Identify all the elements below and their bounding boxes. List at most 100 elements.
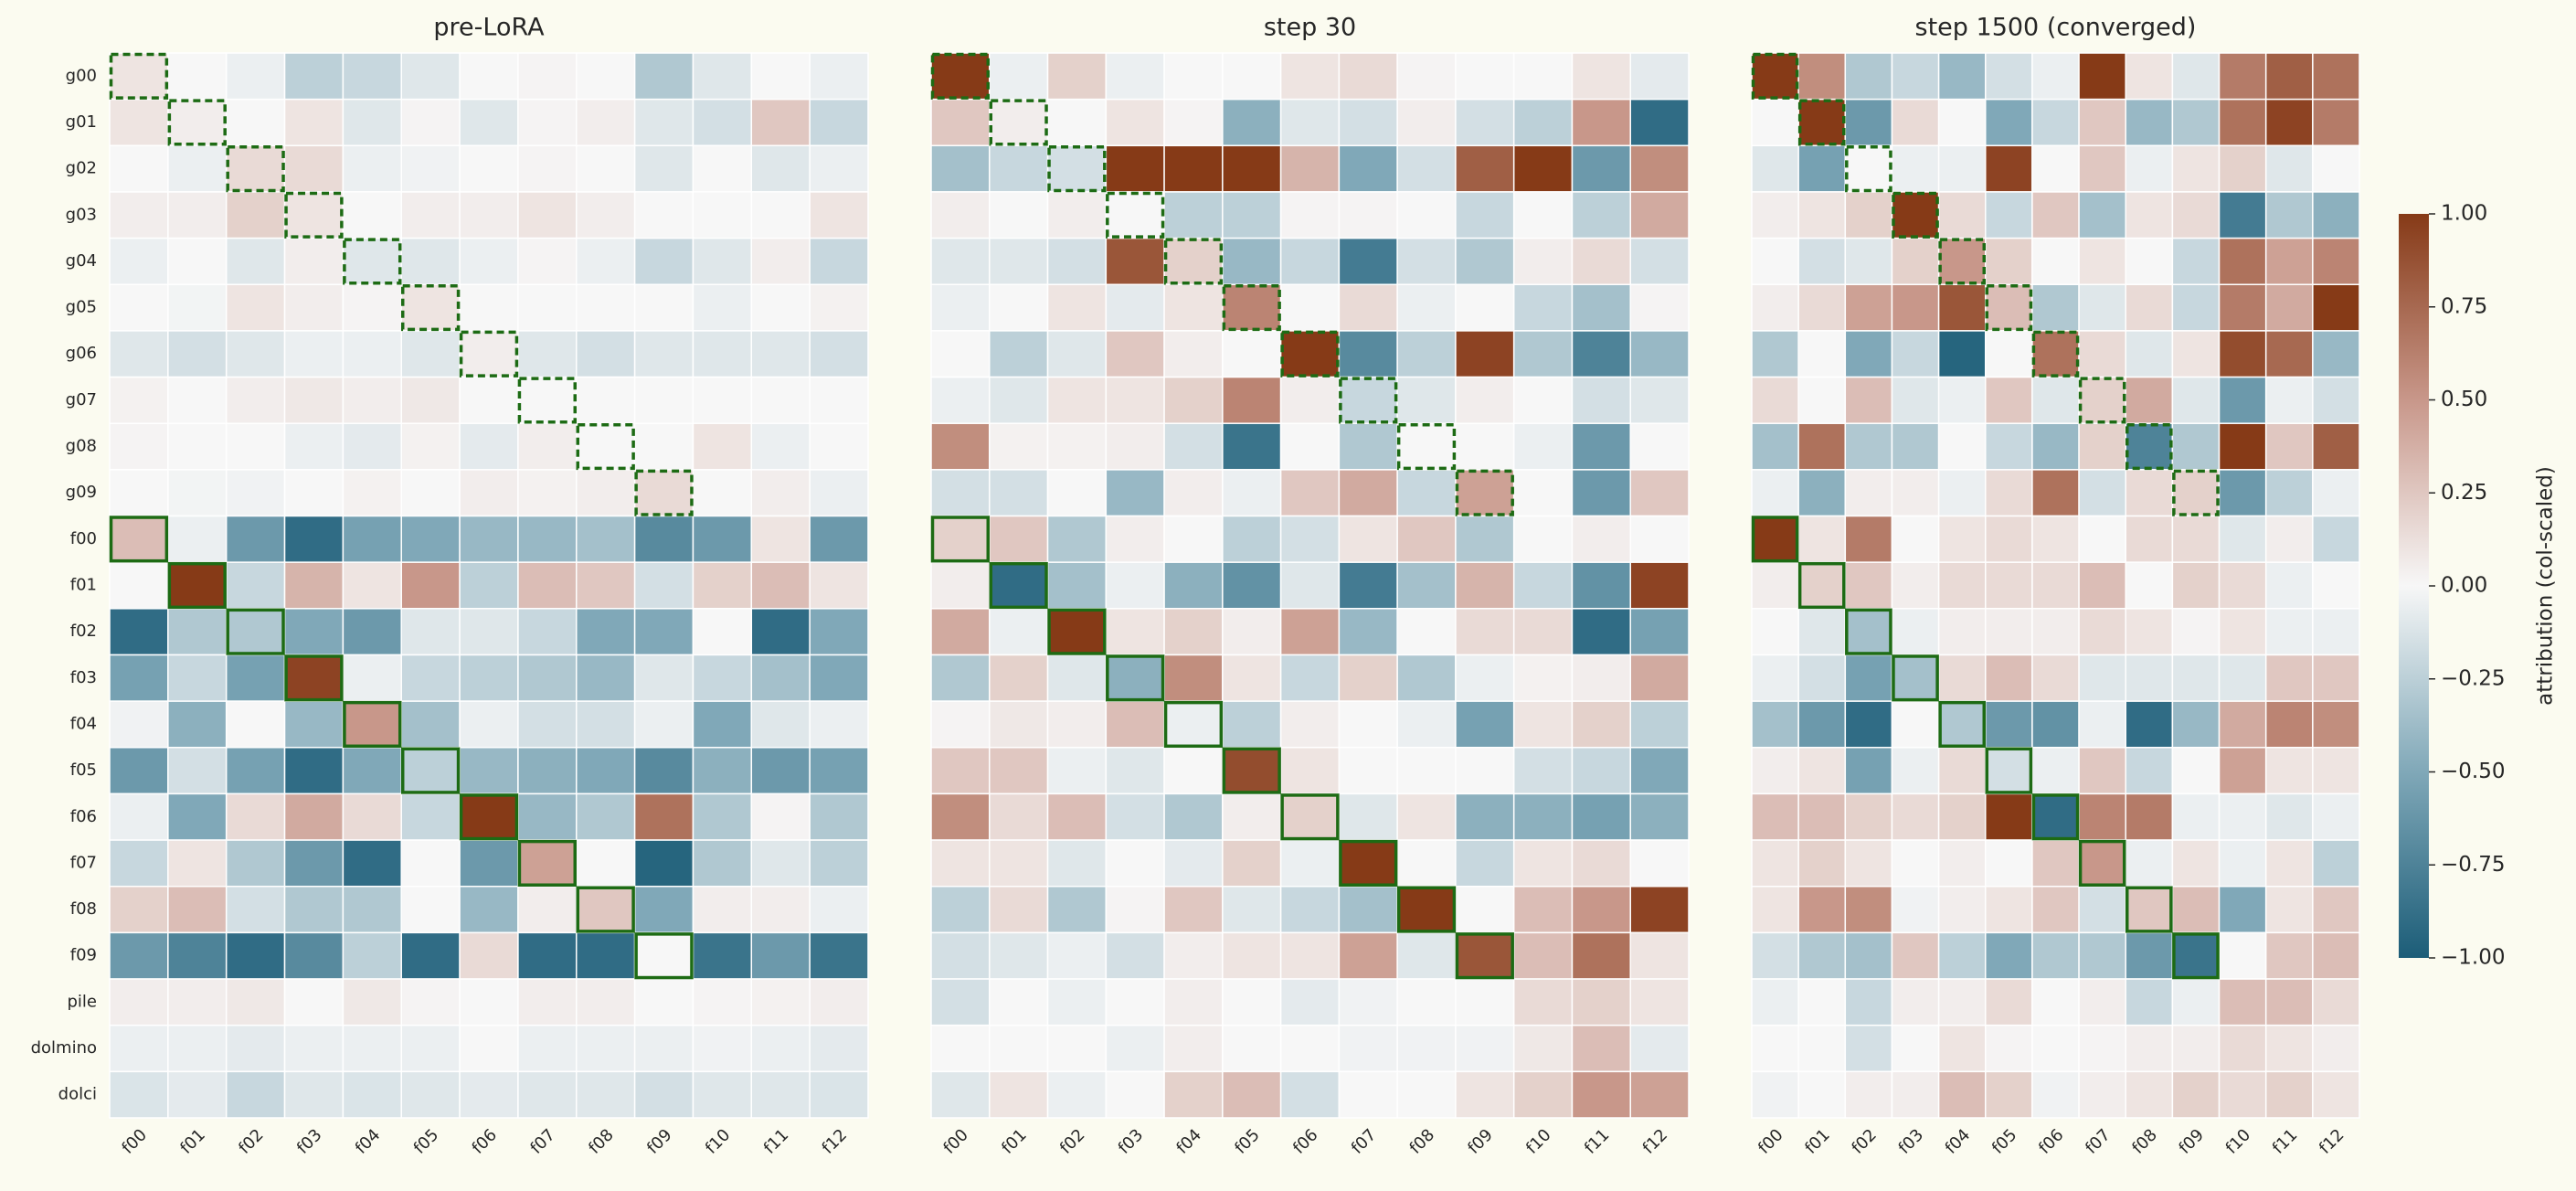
heatmap-cell xyxy=(1571,376,1631,424)
heatmap-cell xyxy=(1105,422,1165,471)
heatmap-cell xyxy=(1163,561,1224,610)
colorbar-tick-label: −1.00 xyxy=(2441,946,2505,970)
heatmap-cell xyxy=(1844,747,1893,795)
heatmap-cell xyxy=(576,98,636,147)
heatmap-cell xyxy=(1046,144,1108,193)
heatmap-cell xyxy=(167,608,228,656)
heatmap-cell xyxy=(1455,98,1515,147)
heatmap-cell xyxy=(1937,839,1987,888)
heatmap-cell xyxy=(2078,191,2126,239)
heatmap-cell xyxy=(1512,608,1574,656)
heatmap-cell xyxy=(809,792,869,841)
heatmap-cell xyxy=(1512,792,1574,841)
heatmap-cell xyxy=(1985,747,2033,795)
heatmap-cell xyxy=(400,144,461,193)
heatmap-cell xyxy=(342,422,402,471)
heatmap-cell xyxy=(517,52,578,101)
heatmap-cell xyxy=(2312,52,2360,101)
solid-highlight xyxy=(634,932,694,980)
heatmap-cell xyxy=(2078,330,2126,378)
heatmap-cell xyxy=(167,978,228,1026)
heatmap-cell xyxy=(576,422,636,471)
heatmap-cell xyxy=(459,1070,519,1119)
heatmap-cell xyxy=(1937,885,1987,934)
heatmap-cell xyxy=(1396,469,1457,517)
heatmap-cell xyxy=(1338,376,1398,424)
heatmap-cell xyxy=(2171,283,2221,332)
heatmap-cell xyxy=(1338,1024,1398,1073)
heatmap-cell xyxy=(2031,237,2080,286)
heatmap-cell xyxy=(342,885,402,934)
heatmap-cell xyxy=(2218,1024,2267,1073)
heatmap-cell xyxy=(2218,792,2267,841)
heatmap-cell xyxy=(167,1070,228,1119)
heatmap-cell xyxy=(1985,330,2033,378)
heatmap-cell xyxy=(1512,283,1574,332)
heatmap-cell xyxy=(2125,747,2174,795)
heatmap-cell xyxy=(1985,561,2033,610)
heatmap-cell xyxy=(1512,237,1574,286)
heatmap-cell xyxy=(1163,376,1224,424)
heatmap-cell xyxy=(1396,561,1457,610)
heatmap-cell xyxy=(2312,422,2360,471)
heatmap-cell xyxy=(633,978,694,1026)
y-tick-label: dolci xyxy=(58,1085,97,1104)
heatmap-cell xyxy=(1222,885,1282,934)
heatmap-cell xyxy=(1844,98,1893,147)
heatmap-cell xyxy=(1751,1024,1799,1073)
heatmap-cell xyxy=(1338,237,1398,286)
panel-title: step 30 xyxy=(1264,14,1356,42)
dashed-highlight xyxy=(109,52,169,100)
heatmap-cell xyxy=(930,978,991,1026)
heatmap-cell xyxy=(1279,931,1341,980)
heatmap-cell xyxy=(1937,52,1987,101)
heatmap-cell xyxy=(692,330,753,378)
heatmap-cell xyxy=(1844,422,1893,471)
heatmap-cell xyxy=(930,931,991,980)
heatmap-cell xyxy=(1844,561,1893,610)
heatmap-cell xyxy=(809,1070,869,1119)
heatmap-cell xyxy=(2171,978,2221,1026)
solid-highlight xyxy=(1938,700,1987,749)
heatmap-cell xyxy=(167,330,228,378)
heatmap-cell xyxy=(1985,654,2033,702)
heatmap-cell xyxy=(283,700,345,749)
heatmap-cell xyxy=(342,515,402,563)
heatmap-cell xyxy=(1512,376,1574,424)
heatmap-cell xyxy=(576,561,636,610)
heatmap-cell xyxy=(225,1024,286,1073)
heatmap-cell xyxy=(1046,469,1108,517)
heatmap-cell xyxy=(2264,52,2314,101)
heatmap-cell xyxy=(2264,515,2314,563)
heatmap-cell xyxy=(1046,978,1108,1026)
heatmap-cell xyxy=(1797,191,1847,239)
heatmap-cell xyxy=(989,700,1049,749)
heatmap-cell xyxy=(1279,978,1341,1026)
solid-highlight xyxy=(1339,839,1398,887)
heatmap-cell xyxy=(459,515,519,563)
heatmap-cell xyxy=(809,283,869,332)
heatmap-cell xyxy=(1571,330,1631,378)
heatmap-cell xyxy=(1571,283,1631,332)
heatmap-cell xyxy=(1046,376,1108,424)
heatmap-cell xyxy=(1891,885,1940,934)
heatmap-cell xyxy=(1629,422,1690,471)
heatmap-cell xyxy=(2264,608,2314,656)
heatmap-cell xyxy=(459,1024,519,1073)
heatmap-cell xyxy=(1629,978,1690,1026)
heatmap-cell xyxy=(1891,376,1940,424)
heatmap-cell xyxy=(1163,931,1224,980)
heatmap-cell xyxy=(1105,561,1165,610)
heatmap-cell xyxy=(576,1024,636,1073)
heatmap-cell xyxy=(1455,52,1515,101)
dashed-highlight xyxy=(989,99,1048,146)
heatmap-cell xyxy=(1105,283,1165,332)
heatmap-cell xyxy=(1629,376,1690,424)
heatmap-cell xyxy=(750,654,811,702)
heatmap-cell xyxy=(1279,1070,1341,1119)
heatmap-cell xyxy=(1629,839,1690,888)
y-tick-label: g09 xyxy=(66,483,97,502)
heatmap-cell xyxy=(633,237,694,286)
heatmap-cell xyxy=(109,422,169,471)
